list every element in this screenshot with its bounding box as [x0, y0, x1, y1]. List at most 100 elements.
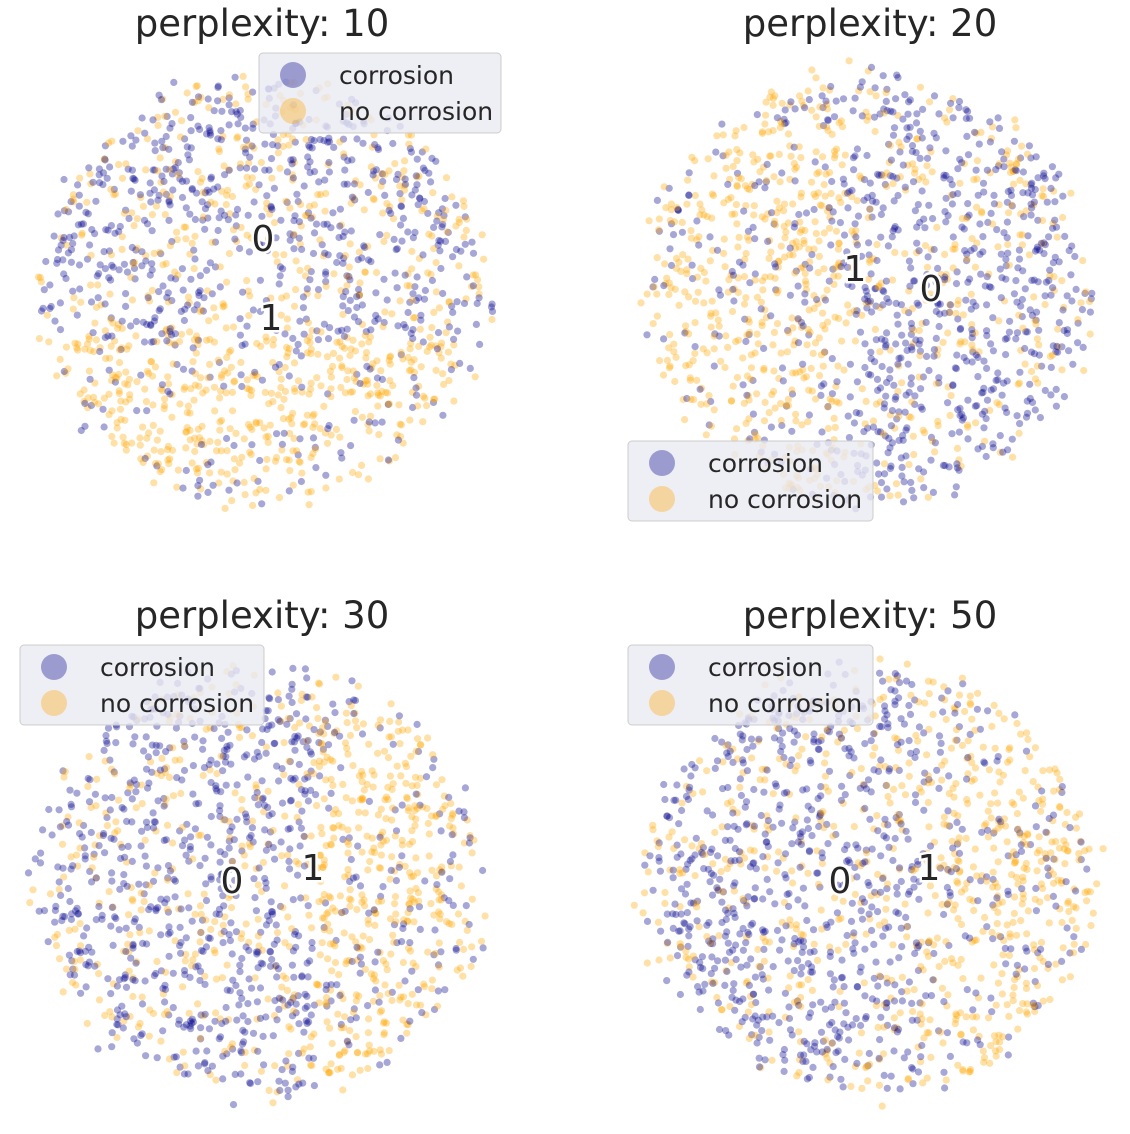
no-corrosion-point [316, 236, 324, 244]
no-corrosion-point [251, 974, 259, 982]
corrosion-point [434, 329, 443, 337]
corrosion-point [266, 695, 274, 703]
corrosion-point [153, 1054, 161, 1062]
corrosion-point [157, 931, 165, 939]
no-corrosion-point [224, 186, 232, 194]
corrosion-point [889, 227, 897, 235]
no-corrosion-point [307, 1061, 315, 1069]
no-corrosion-point [787, 152, 795, 160]
no-corrosion-point [454, 910, 463, 918]
no-corrosion-point [250, 474, 258, 483]
no-corrosion-point [101, 327, 109, 335]
no-corrosion-point [376, 1008, 384, 1016]
corrosion-point [930, 129, 938, 137]
no-corrosion-point [138, 800, 146, 808]
no-corrosion-point [227, 363, 235, 371]
no-corrosion-point [462, 226, 470, 234]
corrosion-point [256, 1014, 264, 1023]
no-corrosion-point [174, 271, 182, 279]
no-corrosion-point [364, 866, 372, 874]
corrosion-point [225, 101, 233, 109]
no-corrosion-point [225, 166, 233, 174]
no-corrosion-point [266, 421, 274, 429]
no-corrosion-point [791, 165, 799, 173]
no-corrosion-point [883, 182, 891, 191]
no-corrosion-point [406, 887, 414, 895]
corrosion-point [340, 153, 348, 161]
no-corrosion-point [205, 317, 213, 325]
corrosion-point [45, 805, 53, 814]
no-corrosion-point [472, 271, 480, 279]
no-corrosion-point [437, 354, 445, 362]
corrosion-point [1001, 404, 1009, 412]
no-corrosion-point [429, 189, 437, 197]
no-corrosion-point [797, 154, 805, 162]
corrosion-point [56, 326, 65, 334]
no-corrosion-point [355, 808, 363, 816]
corrosion-point [35, 907, 43, 915]
no-corrosion-point [389, 804, 397, 812]
corrosion-point [344, 307, 352, 315]
no-corrosion-point [790, 159, 798, 168]
no-corrosion-point [934, 345, 942, 354]
corrosion-point [206, 934, 214, 943]
no-corrosion-point [271, 1062, 279, 1070]
no-corrosion-point [62, 205, 70, 214]
no-corrosion-point [115, 370, 123, 379]
no-corrosion-point [1067, 189, 1075, 197]
corrosion-point [322, 278, 330, 286]
no-corrosion-point [76, 956, 84, 964]
corrosion-point [861, 283, 869, 292]
no-corrosion-point [340, 150, 348, 158]
corrosion-point [158, 137, 166, 145]
no-corrosion-point [301, 272, 310, 280]
corrosion-point [983, 364, 991, 372]
corrosion-point [238, 382, 246, 391]
corrosion-point [207, 812, 215, 821]
corrosion-point [53, 259, 61, 267]
no-corrosion-point [166, 455, 174, 463]
corrosion-point [129, 740, 137, 748]
no-corrosion-point [120, 439, 128, 447]
no-corrosion-point [384, 400, 392, 408]
corrosion-point [1031, 406, 1039, 414]
corrosion-point [291, 138, 299, 146]
no-corrosion-point [665, 364, 674, 372]
corrosion-point [82, 208, 90, 216]
corrosion-point [365, 797, 373, 806]
corrosion-point [166, 929, 174, 937]
corrosion-point [378, 418, 386, 426]
no-corrosion-point [296, 266, 304, 274]
corrosion-point [915, 465, 923, 473]
no-corrosion-point [764, 210, 772, 218]
corrosion-point [878, 362, 886, 371]
no-corrosion-point [382, 388, 390, 397]
corrosion-point [782, 402, 791, 410]
corrosion-point [288, 680, 296, 688]
corrosion-point [204, 461, 212, 469]
corrosion-point [372, 166, 380, 174]
corrosion-point [781, 120, 789, 128]
corrosion-point [953, 351, 961, 359]
corrosion-point [413, 273, 421, 281]
corrosion-point [299, 293, 307, 301]
corrosion-point [276, 272, 284, 280]
no-corrosion-point [874, 283, 882, 291]
corrosion-point [99, 169, 108, 177]
corrosion-point [898, 943, 906, 951]
no-corrosion-point [768, 391, 776, 399]
no-corrosion-point [339, 780, 347, 789]
no-corrosion-point [688, 153, 696, 161]
no-corrosion-point [358, 461, 366, 469]
corrosion-point [146, 189, 154, 197]
no-corrosion-point [318, 830, 326, 838]
no-corrosion-point [1048, 351, 1057, 359]
no-corrosion-point [96, 344, 104, 352]
corrosion-point [885, 140, 893, 148]
corrosion-point [1024, 189, 1032, 197]
corrosion-point [376, 1061, 384, 1069]
corrosion-point [1065, 347, 1073, 355]
corrosion-point [203, 833, 211, 841]
corrosion-point [122, 290, 130, 298]
